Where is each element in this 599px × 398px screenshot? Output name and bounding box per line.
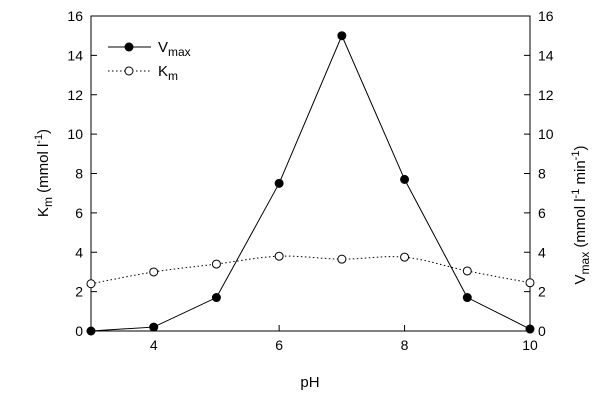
data-point-km: [337, 254, 347, 264]
legend-vmax-label-main: V: [158, 39, 168, 56]
data-point-vmax: [86, 326, 96, 336]
right-axis-title: Vmax (mmol l-1 min-1): [570, 146, 592, 285]
legend-km-label: Km: [158, 63, 178, 83]
right-axis-title-close: ): [572, 146, 589, 151]
legend: Vmax Km: [108, 39, 191, 83]
data-point-vmax: [149, 322, 159, 332]
data-point-km: [400, 252, 410, 262]
right-y-tick-label: 0: [538, 323, 546, 339]
data-point-vmax: [400, 174, 410, 184]
legend-vmax-marker: [124, 42, 134, 52]
x-tick-label: 8: [401, 337, 409, 353]
right-axis-title-exp1: -1: [570, 189, 582, 199]
right-y-tick-label: 16: [538, 8, 554, 24]
series-line-vmax: [90, 34, 531, 332]
left-y-tick-label: 10: [67, 126, 83, 142]
data-point-km: [462, 266, 472, 276]
right-axis-title-unit1: (mmol l: [572, 198, 589, 251]
left-y-tick-label: 6: [75, 205, 83, 221]
data-point-km: [86, 279, 96, 289]
right-y-tick-label: 6: [538, 205, 546, 221]
legend-km-label-main: K: [158, 63, 168, 80]
right-y-tick-label: 12: [538, 87, 554, 103]
x-tick-label: 10: [522, 337, 538, 353]
series-layer: [86, 31, 535, 336]
right-axis-title-main: V: [572, 274, 589, 284]
legend-vmax-label-sub: max: [168, 45, 191, 59]
left-y-tick-label: 4: [75, 244, 83, 260]
left-axis-title-unit: (mmol l: [35, 144, 52, 197]
left-axis-title-main: K: [35, 207, 52, 217]
plot-frame: [90, 15, 531, 332]
legend-km-label-sub: m: [168, 69, 178, 83]
left-y-tick-label: 0: [75, 323, 83, 339]
data-point-vmax: [525, 324, 535, 334]
right-axis-title-exp2: -1: [570, 151, 582, 161]
data-point-vmax: [211, 293, 221, 303]
data-point-km: [525, 278, 535, 288]
left-axis-title-exp: -1: [33, 134, 45, 144]
data-point-km: [211, 259, 221, 269]
right-y-tick-label: 2: [538, 284, 546, 300]
legend-vmax-label: Vmax: [158, 39, 191, 59]
x-tick-label: 6: [275, 337, 283, 353]
data-point-vmax: [274, 178, 284, 188]
left-axis-title-close: ): [35, 129, 52, 134]
legend-km-marker: [124, 66, 134, 76]
right-y-tick-label: 14: [538, 47, 554, 63]
left-y-tick-label: 2: [75, 284, 83, 300]
right-axis-title-unit2: min: [572, 160, 589, 188]
right-y-tick-label: 10: [538, 126, 554, 142]
right-y-tick-label: 4: [538, 244, 546, 260]
data-point-km: [274, 251, 284, 261]
x-tick-label: 4: [150, 337, 158, 353]
left-y-tick-label: 14: [67, 47, 83, 63]
right-y-tick-label: 8: [538, 166, 546, 182]
left-y-tick-label: 16: [67, 8, 83, 24]
data-point-km: [149, 267, 159, 277]
left-y-tick-label: 8: [75, 166, 83, 182]
left-axis-title-sub: m: [41, 197, 55, 207]
data-point-vmax: [462, 293, 472, 303]
x-axis-title: pH: [300, 374, 319, 391]
left-y-tick-label: 12: [67, 87, 83, 103]
left-axis-title: Km (mmol l-1): [33, 129, 55, 217]
data-point-vmax: [337, 31, 347, 41]
right-axis-title-sub: max: [578, 252, 592, 275]
